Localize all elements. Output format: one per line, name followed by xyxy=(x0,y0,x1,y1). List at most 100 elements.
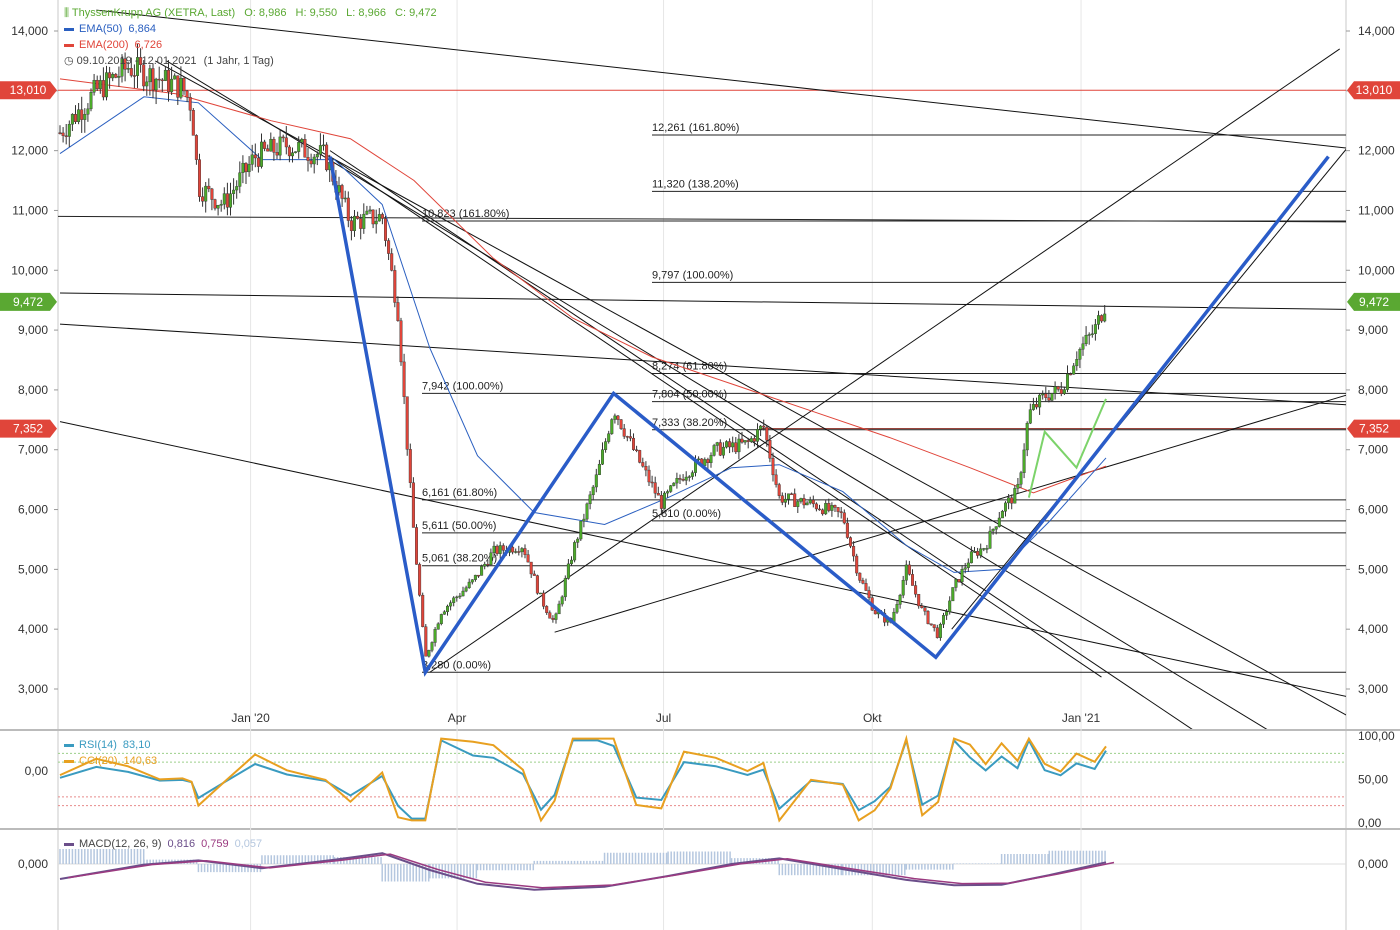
y-tick-label-left: 5,000 xyxy=(18,562,48,576)
candle-body xyxy=(396,302,400,321)
candle-body xyxy=(157,78,161,81)
candle-body xyxy=(232,189,236,194)
candle xyxy=(926,610,930,625)
candle xyxy=(994,526,998,535)
candle xyxy=(517,545,521,556)
candle-body xyxy=(833,505,837,508)
ohlc-close-value: 9,472 xyxy=(409,7,437,19)
candle-body xyxy=(424,626,428,657)
candle xyxy=(322,134,326,151)
candle-body xyxy=(712,445,716,456)
candle-body xyxy=(312,156,316,165)
candle xyxy=(1010,494,1014,510)
candle xyxy=(399,317,403,366)
candle-body xyxy=(920,605,924,608)
trendline xyxy=(59,292,1346,310)
candle-body xyxy=(1047,397,1051,401)
candle-body xyxy=(225,193,229,208)
candle xyxy=(104,65,108,101)
candle xyxy=(1013,485,1017,504)
candle-body xyxy=(545,606,549,613)
candle-body xyxy=(991,529,995,532)
candle-body xyxy=(610,419,614,434)
y-tick-label-right: 4,000 xyxy=(1358,622,1388,636)
candle-body xyxy=(108,72,112,79)
candle xyxy=(942,612,946,628)
cci-legend[interactable]: CCI(20) 140,63 xyxy=(64,753,157,769)
candle-body xyxy=(182,77,186,92)
fib-level-label: 9,797 (100.00%) xyxy=(652,269,733,281)
candle xyxy=(464,585,468,593)
candle xyxy=(402,353,406,405)
rsi-cci-legend: RSI(14) 83,10 CCI(20) 140,63 xyxy=(64,737,157,769)
candle xyxy=(374,209,378,234)
candle-body xyxy=(129,68,133,76)
candle xyxy=(501,543,505,555)
ema50-legend[interactable]: EMA(50) 6,864 xyxy=(64,21,437,37)
candle xyxy=(86,103,90,122)
candle-body xyxy=(442,611,446,615)
candle xyxy=(117,66,121,87)
candle-body xyxy=(566,563,570,579)
candle-body xyxy=(176,75,180,98)
candle-body xyxy=(563,578,567,598)
candle-body xyxy=(247,164,251,173)
candle-body xyxy=(244,162,248,173)
ema200-legend[interactable]: EMA(200) 6,726 xyxy=(64,37,437,53)
candle-body xyxy=(1100,315,1104,322)
rsi-legend[interactable]: RSI(14) 83,10 xyxy=(64,737,157,753)
candle-body xyxy=(619,419,623,429)
candle-body xyxy=(362,213,366,229)
main-legend: ⫼ ThyssenKrupp AG (XETRA, Last) O: 8,986… xyxy=(64,5,437,69)
candle-body xyxy=(1034,404,1038,408)
candle-body xyxy=(269,138,273,152)
date-range: 09.10.2019 - 12.01.2021 xyxy=(76,55,197,67)
cci-line xyxy=(59,734,1107,823)
candle-body xyxy=(1025,422,1029,451)
candle xyxy=(746,437,750,449)
candle xyxy=(830,502,834,517)
candle-body xyxy=(1069,373,1073,376)
x-tick-label: Jan '20 xyxy=(231,711,270,725)
candle-body xyxy=(114,74,118,78)
candle xyxy=(721,442,725,459)
candle xyxy=(914,580,918,598)
candle-body xyxy=(151,68,155,91)
trendline xyxy=(554,394,1346,633)
candle-body xyxy=(663,492,667,509)
candle xyxy=(415,524,419,565)
candle-body xyxy=(861,580,865,584)
candle-body xyxy=(1075,359,1079,367)
candle xyxy=(563,575,567,601)
candle-body xyxy=(294,151,298,153)
cci-swatch xyxy=(64,759,74,763)
candle-body xyxy=(945,611,949,616)
candle-body xyxy=(179,77,183,98)
candle xyxy=(73,105,77,124)
candle xyxy=(1093,318,1097,341)
candle-body xyxy=(802,498,806,506)
candle-body xyxy=(163,69,167,81)
candle-body xyxy=(787,493,791,500)
candle-body xyxy=(455,596,459,599)
candle-body xyxy=(811,499,815,505)
candle xyxy=(83,108,87,133)
candle-body xyxy=(287,146,291,157)
candle-body xyxy=(858,572,862,581)
candle xyxy=(241,155,245,184)
ema200-value: 6,726 xyxy=(134,39,163,51)
candle-body xyxy=(154,78,158,91)
trendline xyxy=(59,421,1346,697)
candle xyxy=(573,540,577,563)
candle xyxy=(1069,372,1073,376)
range-detail: (1 Jahr, 1 Tag) xyxy=(203,55,274,67)
range-row: ◷ 09.10.2019 - 12.01.2021 (1 Jahr, 1 Tag… xyxy=(64,53,437,69)
candle-body xyxy=(73,114,77,123)
candle xyxy=(77,102,81,125)
x-tick-label: Jan '21 xyxy=(1062,711,1101,725)
candle-body xyxy=(573,542,577,561)
macd-legend[interactable]: MACD(12, 26, 9) 0,816 0,759 0,057 xyxy=(64,836,262,852)
trendline xyxy=(96,9,1346,149)
candle-body xyxy=(948,600,952,612)
